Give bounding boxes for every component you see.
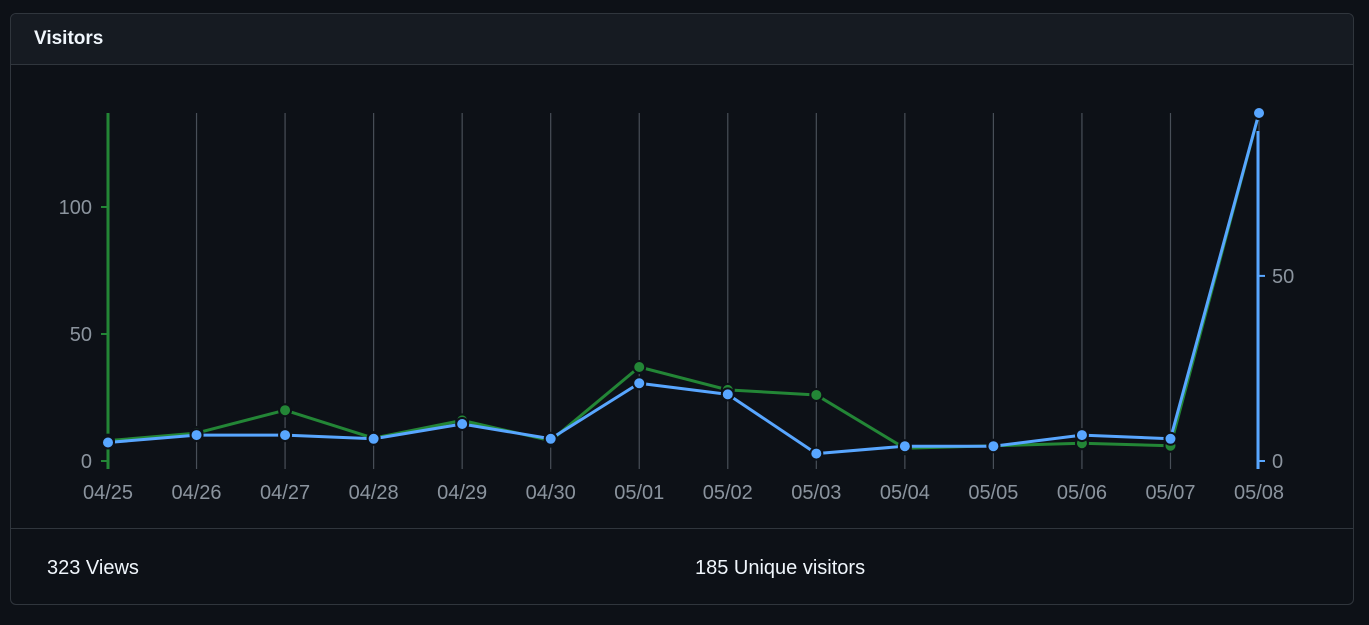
x-axis-tick-label: 05/01 — [614, 482, 664, 504]
panel-footer: 323 Views 185 Unique visitors — [11, 528, 1353, 604]
uniques-data-point — [632, 376, 647, 391]
views-data-point — [632, 360, 647, 375]
uniques-data-point — [101, 435, 115, 450]
uniques-data-point — [366, 431, 381, 446]
x-axis-tick-label: 04/27 — [260, 482, 310, 504]
panel-header: Visitors — [11, 14, 1353, 65]
left-axis-tick-label: 50 — [70, 324, 92, 346]
x-axis-tick-label: 05/03 — [791, 482, 841, 504]
right-axis-tick-label: 0 — [1272, 451, 1283, 473]
x-axis-tick-label: 04/28 — [349, 482, 399, 504]
x-axis-tick-label: 04/29 — [437, 482, 487, 504]
uniques-data-point — [809, 446, 824, 461]
uniques-data-point — [543, 431, 558, 446]
uniques-data-point — [1163, 431, 1178, 446]
left-axis-tick-label: 0 — [81, 451, 92, 473]
uniques-series-line — [107, 112, 1261, 456]
uniques-data-point — [1074, 428, 1089, 443]
left-axis-tick-label: 100 — [59, 197, 92, 219]
x-axis-tick-label: 05/05 — [968, 482, 1018, 504]
x-axis-tick-label: 05/08 — [1234, 482, 1284, 504]
uniques-data-point — [720, 387, 735, 402]
views-data-point — [278, 403, 293, 418]
traffic-chart: 0 50 100 0 50 04/25 04/26 04/27 04/28 04/29 04/30 0… — [11, 65, 1353, 528]
uniques-data-point — [189, 428, 204, 443]
uniques-data-point — [455, 416, 470, 431]
x-axis-tick-label: 05/07 — [1145, 482, 1195, 504]
visitors-panel: Visitors 0 50 100 0 50 04/25 04/26 04/27 04/28 04… — [10, 13, 1354, 605]
x-axis-tick-label: 05/02 — [703, 482, 753, 504]
views-count: 323 Views — [47, 557, 139, 579]
x-axis-tick-label: 04/30 — [526, 482, 576, 504]
x-axis-tick-label: 04/26 — [172, 482, 222, 504]
right-axis-tick-label: 50 — [1272, 266, 1294, 288]
views-data-point — [809, 387, 824, 402]
x-axis-tick-label: 05/06 — [1057, 482, 1107, 504]
uniques-data-point — [897, 439, 912, 454]
views-series-line — [107, 112, 1261, 450]
uniques-data-point — [278, 428, 293, 443]
panel-title: Visitors — [34, 28, 104, 49]
uniques-data-point — [986, 439, 1001, 454]
x-axis-tick-label: 05/04 — [880, 482, 930, 504]
unique-visitors-count: 185 Unique visitors — [695, 557, 866, 579]
uniques-data-point — [1252, 106, 1267, 120]
chart-svg: 0 50 100 0 50 04/25 04/26 04/27 04/28 04/29 04/30 0… — [59, 106, 1294, 504]
x-axis-tick-label: 04/25 — [83, 482, 133, 504]
